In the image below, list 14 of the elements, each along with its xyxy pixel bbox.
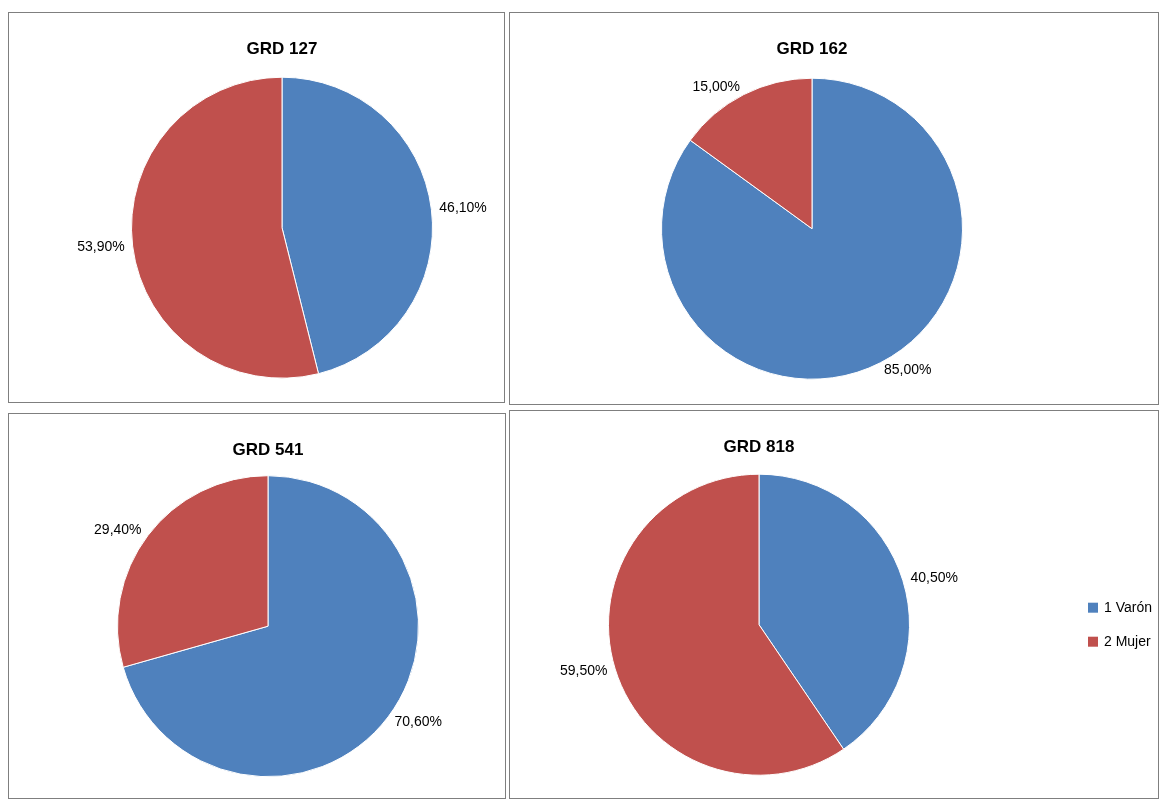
data-label: 46,10%	[439, 199, 487, 216]
chart-title: GRD 162	[776, 38, 848, 58]
data-label: 53,90%	[77, 237, 125, 254]
data-label: 59,50%	[560, 662, 608, 679]
chart-title: GRD 541	[232, 439, 304, 459]
data-label: 15,00%	[692, 78, 741, 95]
data-label: 85,00%	[883, 360, 932, 377]
data-label: 29,40%	[94, 521, 142, 538]
chart-title: GRD 127	[246, 38, 318, 58]
data-label: 70,60%	[394, 712, 442, 729]
legend-label: 1 Varón	[1104, 598, 1152, 615]
legend-label: 2 Mujer	[1104, 632, 1152, 649]
data-label: 40,50%	[910, 568, 958, 585]
chart-title: GRD 818	[723, 436, 795, 456]
